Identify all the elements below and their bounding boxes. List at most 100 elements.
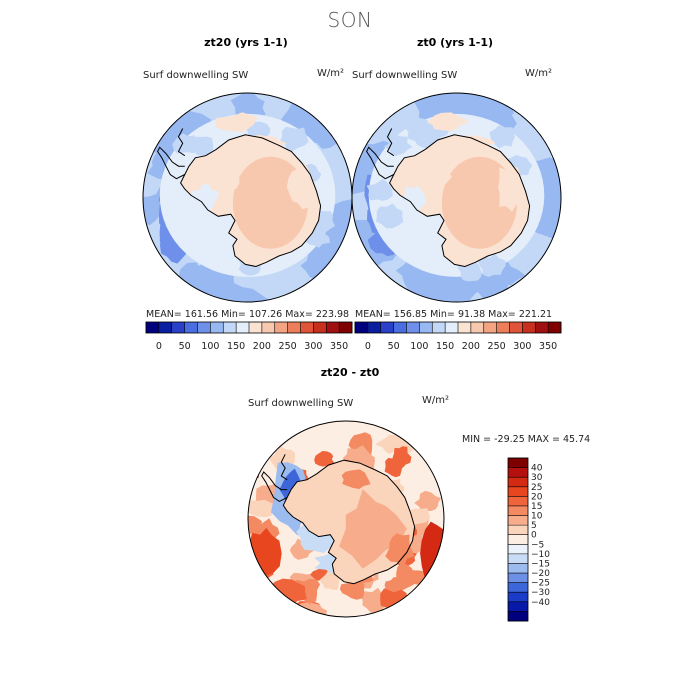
panel-2-colorbar-tick-label: 0 xyxy=(365,341,371,352)
panel-2-contour-band xyxy=(535,174,561,209)
panel-1-colorbar-tick-label: 50 xyxy=(179,341,191,352)
panel-2-colorbar-tick-label: 350 xyxy=(539,341,557,352)
panel-2-contour-band xyxy=(426,112,469,132)
panel-3-contour-band xyxy=(384,577,407,593)
panel-1-colorbar-swatch xyxy=(249,322,263,333)
panel-1-contour-band xyxy=(190,184,219,211)
panel-3-max-label: MAX = xyxy=(527,434,560,445)
panel-1-colorbar-swatch xyxy=(146,322,160,333)
panel-2-colorbar-frame xyxy=(354,321,562,334)
panel-3-colorbar-swatch xyxy=(508,563,528,574)
panel-1-max-value: 223.98 xyxy=(315,309,350,320)
panel-3-variable-label: Surf downwelling SW xyxy=(248,398,354,409)
panel-2-colorbar-tick-label: 50 xyxy=(388,341,400,352)
panel-2-title: zt0 (yrs 1-1) xyxy=(416,36,494,49)
panel-3-peninsula-coastline xyxy=(261,471,288,502)
panel-3-colorbar-tick-label: 25 xyxy=(531,483,542,493)
panel-1-peninsula-coastline xyxy=(157,146,186,180)
panel-3-colorbar-tick-label: −15 xyxy=(531,559,550,569)
panel-3-colorbar-swatch xyxy=(508,467,528,478)
panel-3-colorbar-tick-label: −25 xyxy=(531,579,550,589)
panel-2-colorbar-swatch xyxy=(355,322,369,333)
panel-1-colorbar-swatch xyxy=(158,322,173,333)
panel-1-contour-band xyxy=(213,158,243,191)
panel-3-colorbar-tick-label: 15 xyxy=(531,502,542,512)
panel-1-colorbar-swatch xyxy=(184,322,198,333)
panel-1-mean-value: 161.56 xyxy=(184,309,219,320)
panel-3-colorbar-swatch xyxy=(508,505,528,516)
panel-1-coastline xyxy=(180,134,322,268)
panel-3-colorbar-frame xyxy=(507,457,529,622)
panel-2-contour-band xyxy=(498,165,522,212)
panel-2-colorbar-swatch xyxy=(548,322,562,333)
panel-1-contour-band xyxy=(215,112,258,132)
panel-1-colorbar-tick-label: 0 xyxy=(156,341,162,352)
panel-1-max-label: Max= xyxy=(285,309,313,320)
panel-3-colorbar-tick-label: 10 xyxy=(531,512,543,522)
panel-1-colorbar-tick-label: 350 xyxy=(330,341,348,352)
panel-2-colorbar-swatch xyxy=(367,322,382,333)
panel-3-colorbar-swatch xyxy=(508,601,528,612)
panel-2-min-label: Min= xyxy=(430,309,455,320)
panel-3-colorbar-tick-label: 5 xyxy=(531,521,537,531)
panel-2-colorbar-swatch xyxy=(522,322,536,333)
page-title: SON xyxy=(327,8,373,32)
panel-3-colorbar-swatch xyxy=(508,458,528,468)
panel-3-colorbar-tick-label: −30 xyxy=(531,588,550,598)
panel-1-colorbar-swatch xyxy=(287,322,301,333)
panel-2-colorbar-swatch xyxy=(380,322,394,333)
panel-2-units-label: W/m² xyxy=(525,68,553,79)
panel-1-colorbar-swatch xyxy=(236,322,250,333)
panel-3-colorbar-swatch xyxy=(508,534,528,545)
panel-1-contour-band xyxy=(172,133,196,154)
panel-1-colorbar-swatch xyxy=(339,322,353,333)
panel-2-mean-value: 156.85 xyxy=(393,309,428,320)
panel-2-colorbar-swatch xyxy=(470,322,485,333)
panel-3-colorbar-tick-label: −20 xyxy=(531,569,550,579)
panel-3-colorbar-tick-label: 30 xyxy=(531,473,543,483)
panel-1-min-label: Min= xyxy=(221,309,246,320)
panel-1-colorbar-swatch xyxy=(223,322,237,333)
panel-1-colorbar-swatch xyxy=(261,322,276,333)
panel-2-colorbar-swatch xyxy=(496,322,510,333)
panel-2-contour-band xyxy=(489,125,515,149)
panel-2-contour-band xyxy=(376,203,404,229)
panel-3-contour-band xyxy=(339,489,407,569)
panel-2-contour-band xyxy=(401,185,427,212)
panel-2-south-america-coastline xyxy=(386,128,395,157)
panel-1-colorbar-tick-label: 300 xyxy=(304,341,322,352)
panel-2-colorbar-tick-label: 250 xyxy=(488,341,506,352)
panel-2-colorbar-swatch xyxy=(445,322,459,333)
panel-2-peninsula-coastline xyxy=(366,146,395,180)
panel-3-colorbar-tick-label: 0 xyxy=(531,531,537,541)
panel-1-contour-band xyxy=(281,126,309,150)
panel-2-max-value: 221.21 xyxy=(518,309,553,320)
panel-1-contour-band xyxy=(286,161,312,210)
panel-3-colorbar-tick-label: 20 xyxy=(531,492,543,502)
panel-2-contour-band xyxy=(429,93,482,122)
panel-1-contour-band xyxy=(190,136,214,157)
panel-3-colorbar-swatch xyxy=(508,544,528,555)
panel-2-colorbar-swatch xyxy=(432,322,446,333)
panel-3-colorbar-swatch xyxy=(508,486,528,497)
panel-2-contour-band xyxy=(477,253,506,277)
panel-3-map-boundary xyxy=(247,420,445,618)
panel-2-min-value: 91.38 xyxy=(457,309,486,320)
panel-2-contour-band xyxy=(420,161,453,192)
panel-3-colorbar-tick-label: −10 xyxy=(531,550,550,560)
panel-2-colorbar-swatch xyxy=(458,322,472,333)
panel-1-colorbar-swatch xyxy=(274,322,288,333)
panel-2-contour-band xyxy=(429,273,476,302)
panel-1-field xyxy=(143,93,352,302)
panel-3-min-label: MIN = xyxy=(462,434,492,445)
panel-1-mean-label: MEAN= xyxy=(146,309,182,320)
panel-1-colorbar-tick-label: 150 xyxy=(227,341,245,352)
panel-2-polar-map xyxy=(351,92,562,303)
panel-2-max-label: Max= xyxy=(488,309,516,320)
panel-3-colorbar-swatch xyxy=(508,553,528,564)
panel-1-colorbar-tick-label: 250 xyxy=(279,341,297,352)
panel-1-title: zt20 (yrs 1-1) xyxy=(204,36,288,49)
panel-1-colorbar-swatch xyxy=(171,322,185,333)
panel-3-polar-map xyxy=(247,420,445,618)
